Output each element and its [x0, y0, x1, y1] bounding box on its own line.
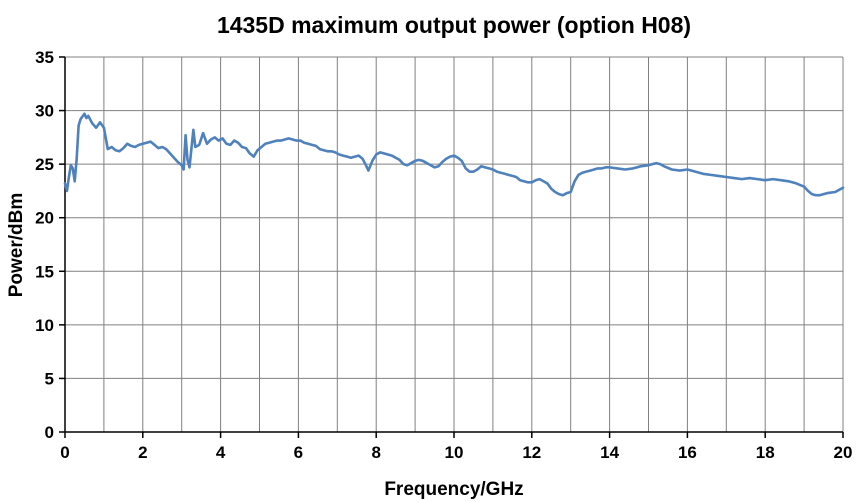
x-tick-label: 16: [678, 443, 697, 462]
tick-labels: 0 2 4 6 8 10 12 14 16 18 20 0 5 10 15 20 25 30 35: [35, 48, 852, 462]
y-tick-label: 10: [35, 316, 54, 335]
chart-title: 1435D maximum output power (option H08): [217, 12, 691, 38]
y-tick-label: 20: [35, 209, 54, 228]
x-tick-label: 12: [522, 443, 541, 462]
x-tick-label: 0: [60, 443, 69, 462]
x-tick-label: 6: [294, 443, 303, 462]
y-tick-label: 5: [45, 369, 54, 388]
y-tick-label: 35: [35, 48, 54, 67]
tick-marks: [59, 56, 844, 438]
y-axis-title: Power/dBm: [6, 193, 27, 298]
series-path: [63, 112, 845, 197]
x-tick-label: 18: [756, 443, 775, 462]
x-tick-label: 10: [445, 443, 464, 462]
x-axis-title: Frequency/GHz: [384, 479, 523, 500]
y-tick-label: 25: [35, 155, 54, 174]
y-tick-label: 0: [45, 423, 54, 442]
y-tick-label: 15: [35, 262, 54, 281]
gridlines: [64, 56, 844, 433]
x-tick-label: 2: [138, 443, 147, 462]
x-tick-label: 20: [834, 443, 853, 462]
x-tick-label: 14: [600, 443, 619, 462]
y-tick-label: 30: [35, 102, 54, 121]
x-tick-label: 4: [216, 443, 226, 462]
data-series-line: [63, 112, 845, 197]
x-tick-label: 8: [371, 443, 380, 462]
